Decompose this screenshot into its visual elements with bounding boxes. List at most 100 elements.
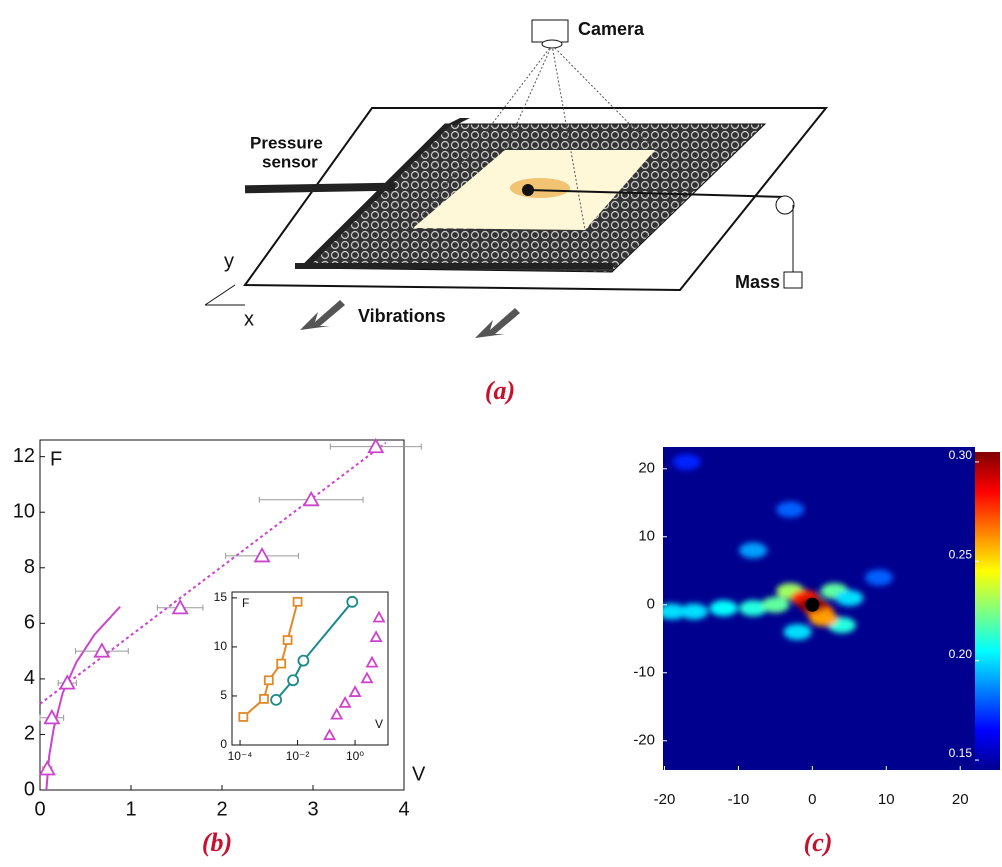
y-tick-label: 10 xyxy=(214,639,228,653)
marker xyxy=(297,654,310,667)
x-tick-label: 10⁻⁴ xyxy=(228,749,253,763)
y-tick-label: 2 xyxy=(24,723,35,745)
plot-frame xyxy=(231,591,389,746)
marker xyxy=(276,658,287,669)
vibrations-label: Vibrations xyxy=(358,306,446,326)
camera-rays xyxy=(412,44,656,231)
heat-cell xyxy=(783,623,812,640)
y-tick-label: 0 xyxy=(220,737,227,751)
marker xyxy=(263,675,274,686)
wall-top xyxy=(448,118,470,124)
mass-box xyxy=(783,271,803,289)
y-tick-label: 5 xyxy=(220,688,227,702)
y-tick-label: 15 xyxy=(214,590,228,604)
heat-cell xyxy=(663,603,686,620)
intruder xyxy=(805,597,820,612)
marker xyxy=(253,546,271,563)
x-tick-label: 4 xyxy=(398,798,409,820)
marker xyxy=(38,760,56,776)
marker xyxy=(323,728,337,741)
colorbar-label: 0.15 xyxy=(949,746,973,760)
marker xyxy=(365,655,379,668)
marker xyxy=(330,707,344,720)
fit-line xyxy=(39,441,387,705)
marker xyxy=(360,671,374,684)
colorbar-label: 0.20 xyxy=(949,647,973,661)
y-tick-label: -10 xyxy=(633,664,655,681)
camera-lens xyxy=(541,39,563,49)
x-tick-label: 2 xyxy=(216,798,227,820)
marker xyxy=(282,635,293,645)
x-tick-label: 10⁰ xyxy=(346,749,364,763)
marker xyxy=(287,674,299,687)
x-axis-label: V xyxy=(412,763,426,785)
heat-cell xyxy=(709,600,738,617)
heat-cell xyxy=(761,596,790,613)
camera-box xyxy=(531,19,569,43)
mass-label: Mass xyxy=(735,272,780,292)
colorbar-label: 0.30 xyxy=(949,448,973,462)
marker xyxy=(238,712,249,722)
marker xyxy=(171,598,189,615)
y-tick-label: 10 xyxy=(638,528,655,545)
marker xyxy=(270,693,283,706)
y-tick-label: -20 xyxy=(633,732,655,749)
wall xyxy=(300,124,452,268)
pulley xyxy=(775,195,795,215)
heat-cell xyxy=(739,600,768,617)
colorbar xyxy=(975,452,1000,770)
vibration-arrow xyxy=(475,308,520,338)
heat-cell xyxy=(864,569,893,586)
front-wall xyxy=(295,263,613,269)
x-tick-label: 0 xyxy=(808,791,816,808)
vibration-arrow xyxy=(300,300,345,330)
axis-x-label: x xyxy=(244,308,254,330)
x-tick-label: 1 xyxy=(125,798,136,820)
caption: (b) xyxy=(202,828,232,857)
y-tick-label: 10 xyxy=(13,501,35,523)
colorbar-label: 0.25 xyxy=(949,547,973,561)
sensor-label: sensor xyxy=(262,152,318,171)
heat-cell xyxy=(680,603,709,620)
marker xyxy=(302,490,320,507)
axis-y-label: y xyxy=(224,250,234,272)
y-tick-label: 6 xyxy=(24,612,35,634)
x-tick-label: 3 xyxy=(307,798,318,820)
marker xyxy=(93,642,111,658)
axes-icon xyxy=(204,284,245,306)
marker xyxy=(292,596,303,607)
string xyxy=(527,189,786,198)
series-line xyxy=(275,601,354,701)
marker xyxy=(259,694,269,704)
marker xyxy=(338,695,352,708)
marker xyxy=(372,610,386,623)
y-axis-label: F xyxy=(50,448,62,470)
x-tick-label: 10 xyxy=(878,791,895,808)
y-tick-label: 4 xyxy=(24,667,35,689)
camera-label: Camera xyxy=(578,19,645,39)
heat-cell xyxy=(835,589,864,606)
heat-cell xyxy=(776,501,805,518)
x-axis-label: V xyxy=(375,717,383,731)
setup-diagram xyxy=(204,19,829,338)
marker xyxy=(348,685,362,697)
y-tick-label: 0 xyxy=(647,596,655,613)
caption: (a) xyxy=(485,376,515,405)
caption: (c) xyxy=(804,828,833,857)
x-tick-label: -20 xyxy=(654,791,676,808)
x-tick-label: 20 xyxy=(952,791,969,808)
y-tick-label: 20 xyxy=(638,460,655,477)
y-tick-label: 8 xyxy=(24,556,35,578)
marker xyxy=(43,708,61,725)
marker xyxy=(346,595,359,608)
marker xyxy=(369,630,383,643)
heat-cell xyxy=(809,610,838,627)
fit-line xyxy=(45,605,121,791)
pressure-sensor-bar xyxy=(244,182,396,194)
sensor-label: Pressure xyxy=(250,133,323,152)
heat-cell xyxy=(739,542,768,559)
marker xyxy=(58,674,76,690)
y-axis-label: F xyxy=(242,596,249,610)
